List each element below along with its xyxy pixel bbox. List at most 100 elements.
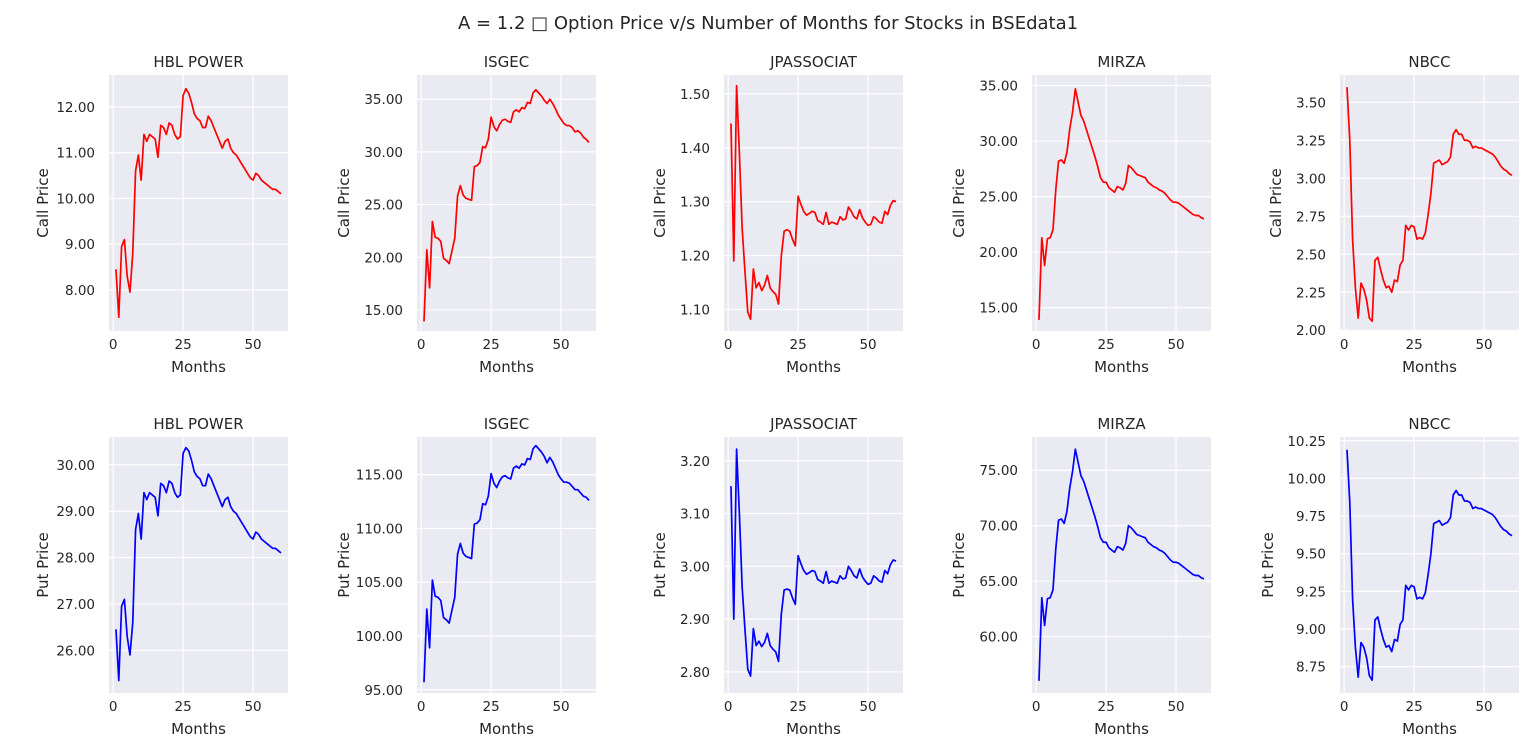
series-line — [730, 84, 897, 320]
gridlines — [1340, 75, 1519, 331]
y-axis-label: Call Price — [1267, 168, 1285, 237]
x-tick-label: 50 — [859, 699, 876, 715]
x-axis-label: Months — [479, 720, 534, 738]
plot-area — [1032, 437, 1211, 693]
y-tick-label: 25.00 — [979, 190, 1018, 206]
x-tick-label: 50 — [552, 337, 569, 353]
y-axis-label: Call Price — [950, 168, 968, 237]
y-tick-label: 10.00 — [1287, 471, 1326, 487]
panel-put-isgec: 0 25 50 95.00 100.00 105.00 110.00 115.00 ISGEC M… — [335, 415, 596, 738]
y-tick-label: 1.30 — [680, 195, 710, 211]
y-tick-label: 10.00 — [56, 191, 95, 207]
x-tick-label: 25 — [483, 337, 500, 353]
gridlines — [1340, 437, 1519, 693]
y-tick-label: 2.00 — [1296, 323, 1326, 339]
panel-call-isgec: 0 25 50 15.00 20.00 25.00 30.00 35.00 ISGEC Month… — [335, 53, 596, 376]
series-line — [730, 448, 897, 677]
x-axis-label: Months — [786, 358, 841, 376]
y-tick-label: 28.00 — [56, 551, 95, 567]
y-tick-label: 11.00 — [56, 146, 95, 162]
x-tick-label: 25 — [1406, 699, 1423, 715]
y-tick-label: 115.00 — [356, 468, 403, 484]
y-tick-label: 2.25 — [1296, 285, 1326, 301]
panel-put-jpassociat: 0 25 50 2.80 2.90 3.00 3.10 3.20 JPASSOCIAT Month… — [651, 415, 903, 738]
x-tick-label: 50 — [1167, 699, 1184, 715]
y-tick-label: 3.10 — [680, 507, 710, 523]
x-tick-label: 0 — [1340, 337, 1349, 353]
x-tick-label: 0 — [724, 699, 733, 715]
plot-area — [417, 75, 596, 331]
y-tick-label: 65.00 — [979, 574, 1018, 590]
x-axis-label: Months — [1402, 358, 1457, 376]
y-tick-label: 105.00 — [356, 575, 403, 591]
gridlines — [109, 75, 288, 331]
panel-put-hbl-power: 0 25 50 26.00 27.00 28.00 29.00 30.00 HBL POWER M… — [34, 415, 288, 738]
x-tick-label: 50 — [1475, 337, 1492, 353]
x-axis-label: Months — [1094, 720, 1149, 738]
y-tick-label: 1.10 — [680, 302, 710, 318]
y-tick-label: 8.00 — [65, 283, 95, 299]
y-tick-label: 75.00 — [979, 463, 1018, 479]
panel-put-mirza: 0 25 50 60.00 65.00 70.00 75.00 MIRZA Months Put … — [950, 415, 1211, 738]
x-axis-label: Months — [786, 720, 841, 738]
y-tick-label: 110.00 — [356, 521, 403, 537]
x-axis-label: Months — [171, 720, 226, 738]
gridlines — [1032, 437, 1211, 693]
x-tick-label: 0 — [724, 337, 733, 353]
panel-title: HBL POWER — [153, 53, 243, 71]
x-axis-label: Months — [1094, 358, 1149, 376]
panel-title: NBCC — [1408, 415, 1450, 433]
panel-call-mirza: 0 25 50 15.00 20.00 25.00 30.00 35.00 MIRZA Month… — [950, 53, 1211, 376]
plot-area — [417, 437, 596, 693]
y-tick-label: 9.00 — [65, 237, 95, 253]
y-tick-label: 3.00 — [680, 559, 710, 575]
x-tick-label: 25 — [1098, 699, 1115, 715]
plot-area — [109, 437, 288, 693]
y-tick-label: 3.50 — [1296, 95, 1326, 111]
panel-title: HBL POWER — [153, 415, 243, 433]
y-axis-label: Put Price — [335, 532, 353, 598]
panel-call-hbl-power: 0 25 50 8.00 9.00 10.00 11.00 12.00 HBL POWER Mon… — [34, 53, 288, 376]
y-tick-label: 10.25 — [1287, 434, 1326, 450]
panel-title: NBCC — [1408, 53, 1450, 71]
y-tick-label: 2.90 — [680, 612, 710, 628]
y-tick-label: 35.00 — [364, 92, 403, 108]
y-tick-label: 8.75 — [1296, 660, 1326, 676]
y-tick-label: 1.40 — [680, 141, 710, 157]
y-tick-label: 60.00 — [979, 629, 1018, 645]
plot-area — [109, 75, 288, 331]
y-tick-label: 26.00 — [56, 643, 95, 659]
x-tick-label: 0 — [417, 337, 426, 353]
y-axis-label: Put Price — [34, 532, 52, 598]
x-tick-label: 50 — [552, 699, 569, 715]
panel-title: ISGEC — [484, 53, 530, 71]
series-line — [115, 446, 282, 682]
panel-call-nbcc: 0 25 50 2.00 2.25 2.50 2.75 3.00 3.25 3.50 NBCC Mon… — [1267, 53, 1519, 376]
panel-call-jpassociat: 0 25 50 1.10 1.20 1.30 1.40 1.50 JPASSOCIAT Month… — [651, 53, 903, 376]
series-line — [423, 444, 590, 683]
y-tick-label: 100.00 — [356, 629, 403, 645]
plot-area — [1032, 75, 1211, 331]
x-tick-label: 0 — [417, 699, 426, 715]
x-tick-label: 25 — [175, 337, 192, 353]
y-axis-label: Call Price — [335, 168, 353, 237]
y-tick-label: 9.00 — [1296, 622, 1326, 638]
y-tick-label: 15.00 — [979, 301, 1018, 317]
series-line — [1346, 449, 1513, 682]
y-tick-label: 2.75 — [1296, 209, 1326, 225]
panel-title: MIRZA — [1097, 53, 1146, 71]
y-tick-label: 30.00 — [979, 134, 1018, 150]
y-tick-label: 35.00 — [979, 79, 1018, 95]
panel-put-nbcc: 0 25 50 8.75 9.00 9.25 9.50 9.75 10.00 10.25 NBCC M… — [1259, 415, 1519, 738]
x-tick-label: 25 — [1406, 337, 1423, 353]
y-axis-label: Call Price — [651, 168, 669, 237]
y-tick-label: 1.20 — [680, 249, 710, 265]
y-axis-label: Put Price — [950, 532, 968, 598]
panel-title: MIRZA — [1097, 415, 1146, 433]
y-tick-label: 12.00 — [56, 100, 95, 116]
figure-title: A = 1.2 □ Option Price v/s Number of Mon… — [458, 13, 1078, 34]
x-tick-label: 0 — [1032, 337, 1041, 353]
panel-title: ISGEC — [484, 415, 530, 433]
y-axis-label: Put Price — [651, 532, 669, 598]
series-line — [1038, 448, 1205, 681]
